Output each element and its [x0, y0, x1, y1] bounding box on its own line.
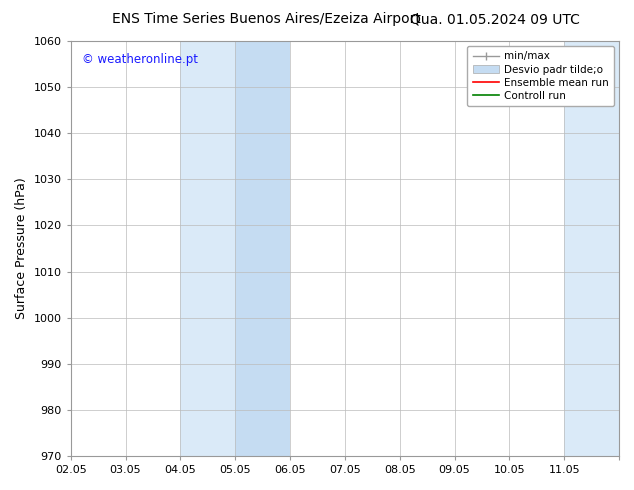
Text: ENS Time Series Buenos Aires/Ezeiza Airport: ENS Time Series Buenos Aires/Ezeiza Airp… [112, 12, 421, 26]
Bar [564, 41, 619, 456]
Y-axis label: Surface Pressure (hPa): Surface Pressure (hPa) [15, 178, 28, 319]
Legend: min/max, Desvio padr tilde;o, Ensemble mean run, Controll run: min/max, Desvio padr tilde;o, Ensemble m… [467, 46, 614, 106]
Bar [235, 41, 290, 456]
Text: © weatheronline.pt: © weatheronline.pt [82, 53, 198, 67]
Text: Qua. 01.05.2024 09 UTC: Qua. 01.05.2024 09 UTC [410, 12, 579, 26]
Bar [180, 41, 235, 456]
